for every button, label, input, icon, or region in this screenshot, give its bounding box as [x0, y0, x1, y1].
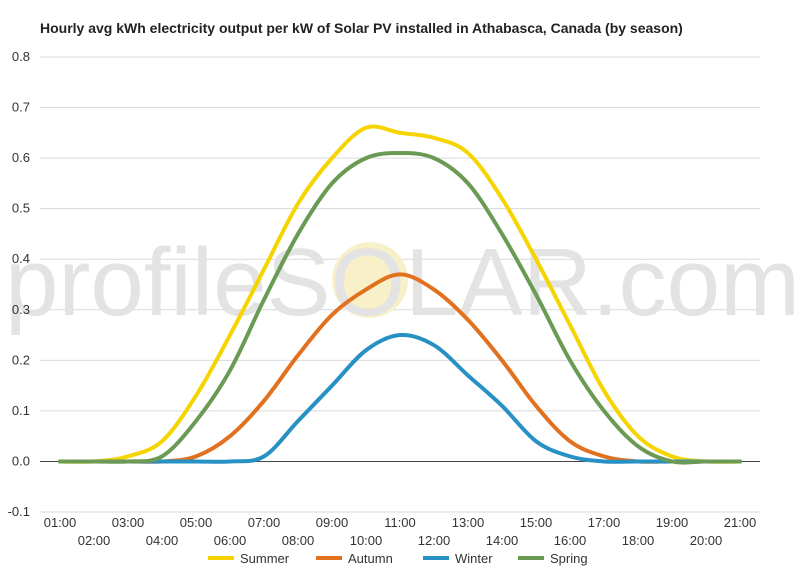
series-line-winter: [58, 332, 742, 464]
x-tick-label: 08:00: [282, 533, 315, 548]
x-tick-label: 14:00: [486, 533, 519, 548]
y-tick-label: 0.3: [12, 302, 30, 317]
x-tick-label: 06:00: [214, 533, 247, 548]
x-tick-label: 17:00: [588, 515, 621, 530]
x-tick-label: 09:00: [316, 515, 349, 530]
x-tick-label: 04:00: [146, 533, 179, 548]
x-tick-label: 16:00: [554, 533, 587, 548]
y-tick-label: 0.1: [12, 403, 30, 418]
x-tick-label: 10:00: [350, 533, 383, 548]
y-tick-label: 0.7: [12, 100, 30, 115]
x-tick-label: 03:00: [112, 515, 145, 530]
y-tick-label: 0.6: [12, 150, 30, 165]
legend-label: Spring: [550, 551, 588, 566]
x-tick-label: 15:00: [520, 515, 553, 530]
chart-title: Hourly avg kWh electricity output per kW…: [40, 20, 683, 36]
x-tick-label: 11:00: [384, 515, 416, 530]
y-tick-label: 0.0: [12, 453, 30, 468]
y-tick-label: 0.8: [12, 49, 30, 64]
x-tick-label: 02:00: [78, 533, 111, 548]
series-line-spring: [58, 151, 742, 465]
x-tick-label: 12:00: [418, 533, 451, 548]
series-line-summer: [58, 124, 742, 464]
y-tick-label: -0.1: [8, 504, 30, 519]
watermark-text: profileSOLAR.com: [5, 229, 800, 336]
x-tick-label: 01:00: [44, 515, 77, 530]
x-tick-label: 18:00: [622, 533, 655, 548]
series-lines: [58, 124, 742, 465]
x-tick-label: 20:00: [690, 533, 723, 548]
y-tick-label: 0.2: [12, 352, 30, 367]
x-axis-ticks: 01:0002:0003:0004:0005:0006:0007:0008:00…: [44, 515, 757, 548]
legend: Summer Autumn Winter Spring: [208, 551, 588, 566]
legend-label: Autumn: [348, 551, 393, 566]
x-tick-label: 05:00: [180, 515, 213, 530]
y-tick-label: 0.5: [12, 201, 30, 216]
x-tick-label: 19:00: [656, 515, 689, 530]
legend-label: Winter: [455, 551, 493, 566]
y-tick-label: 0.4: [12, 251, 30, 266]
x-tick-label: 13:00: [452, 515, 485, 530]
x-tick-label: 21:00: [724, 515, 757, 530]
x-tick-label: 07:00: [248, 515, 281, 530]
y-axis-ticks: 0.8 0.7 0.6 0.5 0.4 0.3 0.2 0.1 0.0 -0.1: [8, 49, 30, 519]
legend-label: Summer: [240, 551, 290, 566]
watermark: profileSOLAR.com: [5, 229, 800, 336]
